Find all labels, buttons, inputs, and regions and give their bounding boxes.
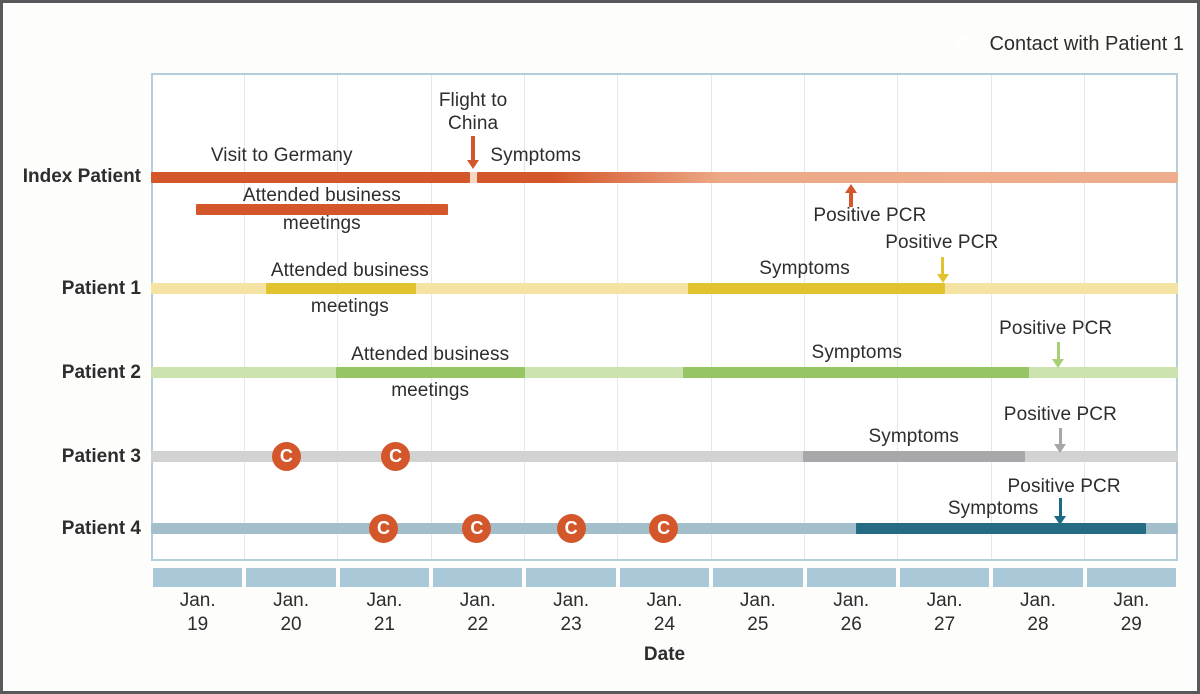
arrow-stem	[1058, 497, 1063, 516]
annotation-label: meetings	[282, 213, 361, 234]
arrow-stem	[1058, 427, 1063, 444]
axis-day-label: Jan. 27	[926, 590, 963, 635]
baseline-bar	[151, 367, 1178, 378]
axis-cell	[433, 568, 523, 587]
gridline	[617, 75, 619, 559]
baseline-bar	[151, 451, 1178, 462]
axis-day-label: Jan. 28	[1019, 590, 1056, 635]
arrow-stem	[1056, 341, 1061, 359]
axis-cell	[246, 568, 336, 587]
gridline	[1084, 75, 1086, 559]
gridline	[430, 75, 432, 559]
plot-area	[151, 73, 1178, 561]
arrow-head	[1054, 515, 1067, 525]
axis-day-label: Jan. 19	[179, 590, 216, 635]
arrow-head	[936, 273, 949, 283]
gridline	[243, 75, 245, 559]
annotation-label: Visit to Germany	[210, 145, 353, 166]
annotation-label: Positive PCR	[813, 205, 927, 226]
contact-marker: C	[271, 442, 301, 471]
gridline	[990, 75, 992, 559]
annotation-label: Symptoms	[868, 425, 960, 447]
axis-cell	[713, 568, 803, 587]
axis-day-label: Jan. 25	[739, 590, 776, 635]
contact-marker: C	[381, 442, 411, 471]
positive-pcr-arrow	[845, 184, 858, 207]
axis-cell	[526, 568, 616, 587]
annotation-label: Symptoms	[759, 257, 850, 279]
symptoms-bar	[855, 523, 1147, 534]
baseline-bar	[151, 283, 1178, 294]
annotation-label: Symptoms	[811, 341, 903, 363]
axis-day-label: Jan. 20	[273, 590, 309, 635]
axis-cell	[993, 568, 1083, 587]
axis-day-label: Jan. 21	[366, 590, 403, 635]
symptoms-bar	[683, 367, 1029, 378]
axis-cell	[899, 568, 990, 587]
annotation-label: Flight to	[438, 90, 508, 111]
contact-marker: C	[368, 514, 398, 543]
contact-legend-icon: C	[955, 34, 969, 54]
positive-pcr-arrow	[1054, 427, 1067, 453]
gridline	[804, 75, 806, 559]
gridline	[337, 75, 339, 559]
gridline	[523, 75, 525, 559]
row-label: Index Patient	[22, 166, 141, 187]
symptoms-bar	[802, 451, 1025, 462]
axis-day-label: Jan. 22	[459, 590, 496, 635]
annotation-label: China	[448, 113, 499, 134]
legend: C Contact with Patient 1	[947, 30, 1184, 59]
annotation-label: Attended business	[270, 259, 429, 281]
row-label: Patient 1	[61, 277, 141, 299]
annotation-label: Positive PCR	[1007, 475, 1121, 497]
axis-cell	[153, 568, 243, 587]
annotation-label: Symptoms	[490, 145, 581, 166]
annotation-label: Symptoms	[947, 497, 1039, 519]
positive-pcr-arrow	[1052, 341, 1065, 368]
arrow-stem	[940, 256, 945, 274]
business-meetings-bar	[265, 283, 417, 294]
annotation-label: meetings	[391, 379, 470, 401]
arrow-stem	[849, 193, 853, 207]
annotation-label: Positive PCR	[999, 317, 1113, 339]
annotation-label: Attended business	[351, 343, 510, 365]
arrow-head	[845, 184, 858, 193]
annotation-label: meetings	[310, 295, 389, 317]
arrow-head	[1054, 443, 1067, 453]
axis-cell	[619, 568, 710, 587]
flight-gap	[470, 171, 477, 183]
contact-marker: C	[462, 514, 492, 543]
axis-day-label: Jan. 23	[553, 590, 590, 635]
symptoms-bar	[687, 283, 945, 294]
legend-label: Contact with Patient 1	[989, 33, 1184, 55]
arrow-head	[467, 160, 480, 169]
axis-cell	[1086, 568, 1176, 587]
annotation-label: Positive PCR	[885, 231, 999, 253]
row-label: Patient 4	[61, 517, 141, 539]
symptoms-onward-bar	[476, 171, 1178, 183]
contact-marker: C	[649, 514, 679, 543]
row-label: Patient 3	[61, 445, 141, 467]
arrow-head	[1052, 358, 1065, 368]
axis-day-label: Jan. 24	[646, 590, 683, 635]
gridline	[710, 75, 712, 559]
annotation-label: Attended business	[242, 185, 401, 206]
annotation-label: Positive PCR	[1003, 403, 1117, 425]
axis-cell	[339, 568, 430, 587]
axis-title: Date	[643, 644, 686, 665]
contact-marker: C	[556, 514, 586, 543]
positive-pcr-arrow	[1054, 497, 1067, 525]
visit-to-germany-bar	[151, 171, 471, 183]
flight-to-china-arrow	[467, 136, 480, 169]
arrow-stem	[471, 136, 475, 160]
axis-day-label: Jan. 26	[833, 590, 870, 635]
axis-cell	[806, 568, 896, 587]
axis-day-label: Jan. 29	[1113, 590, 1150, 635]
row-label: Patient 2	[61, 361, 141, 383]
business-meetings-bar	[195, 204, 448, 215]
positive-pcr-arrow	[936, 256, 949, 283]
business-meetings-bar	[335, 367, 526, 378]
gridline	[897, 75, 899, 559]
